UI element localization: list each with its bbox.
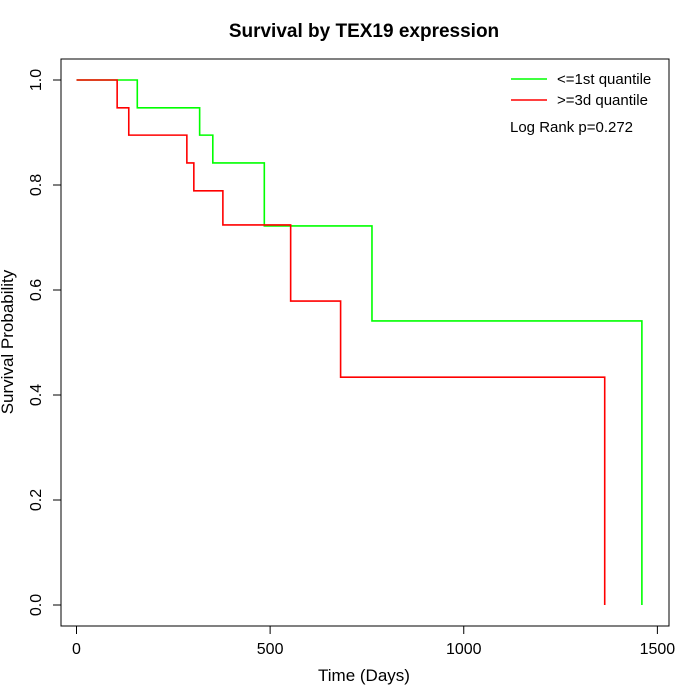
x-axis: 0 500 1000 1500 [72, 625, 676, 658]
survival-curves [76, 79, 643, 605]
legend: <=1st quantile >=3d quantile Log Rank p=… [510, 71, 651, 136]
legend-label-high: >=3d quantile [557, 92, 648, 109]
y-tick-label: 0.4 [28, 384, 45, 406]
x-tick-label: 1000 [446, 641, 482, 658]
y-axis: 0.0 0.2 0.4 0.6 0.8 1.0 [28, 69, 62, 616]
survival-curve-high [76, 79, 606, 605]
x-tick-label: 500 [257, 641, 284, 658]
y-tick-label: 0.2 [28, 489, 45, 511]
y-tick-label: 0.6 [28, 279, 45, 301]
y-tick-label: 1.0 [28, 69, 45, 91]
survival-curve-low [76, 79, 643, 605]
legend-label-low: <=1st quantile [557, 71, 651, 88]
x-axis-label: Time (Days) [318, 666, 410, 685]
chart-title: Survival by TEX19 expression [229, 21, 499, 42]
x-tick-label: 0 [72, 641, 81, 658]
y-tick-label: 0.0 [28, 594, 45, 616]
y-axis-label: Survival Probability [0, 269, 17, 414]
x-tick-label: 1500 [640, 641, 676, 658]
y-tick-label: 0.8 [28, 174, 45, 196]
log-rank-annotation: Log Rank p=0.272 [510, 119, 633, 136]
